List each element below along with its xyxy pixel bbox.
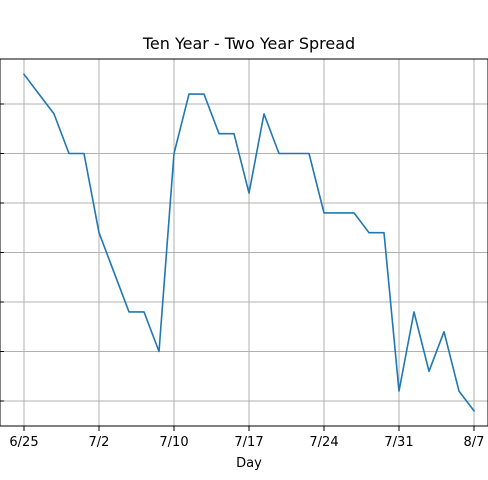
series-layer (22, 73, 476, 413)
grid-layer (0, 59, 488, 426)
x-tick-labels: 6/25 7/2 7/10 7/17 7/24 7/31 8/7 (9, 435, 484, 450)
spread-series-line (22, 73, 476, 413)
x-tick-label: 7/10 (159, 435, 188, 450)
plot-frame (0, 58, 488, 427)
x-tick-label: 8/7 (464, 435, 485, 450)
x-tick-label: 6/25 (9, 435, 38, 450)
x-tick-label: 7/17 (234, 435, 263, 450)
x-axis-label: Day (236, 456, 262, 471)
x-tick-label: 7/24 (309, 435, 338, 450)
chart-title: Ten Year - Two Year Spread (142, 34, 355, 53)
x-tick-label: 7/31 (384, 435, 413, 450)
x-tick-label: 7/2 (89, 435, 110, 450)
tick-layer (0, 103, 475, 431)
